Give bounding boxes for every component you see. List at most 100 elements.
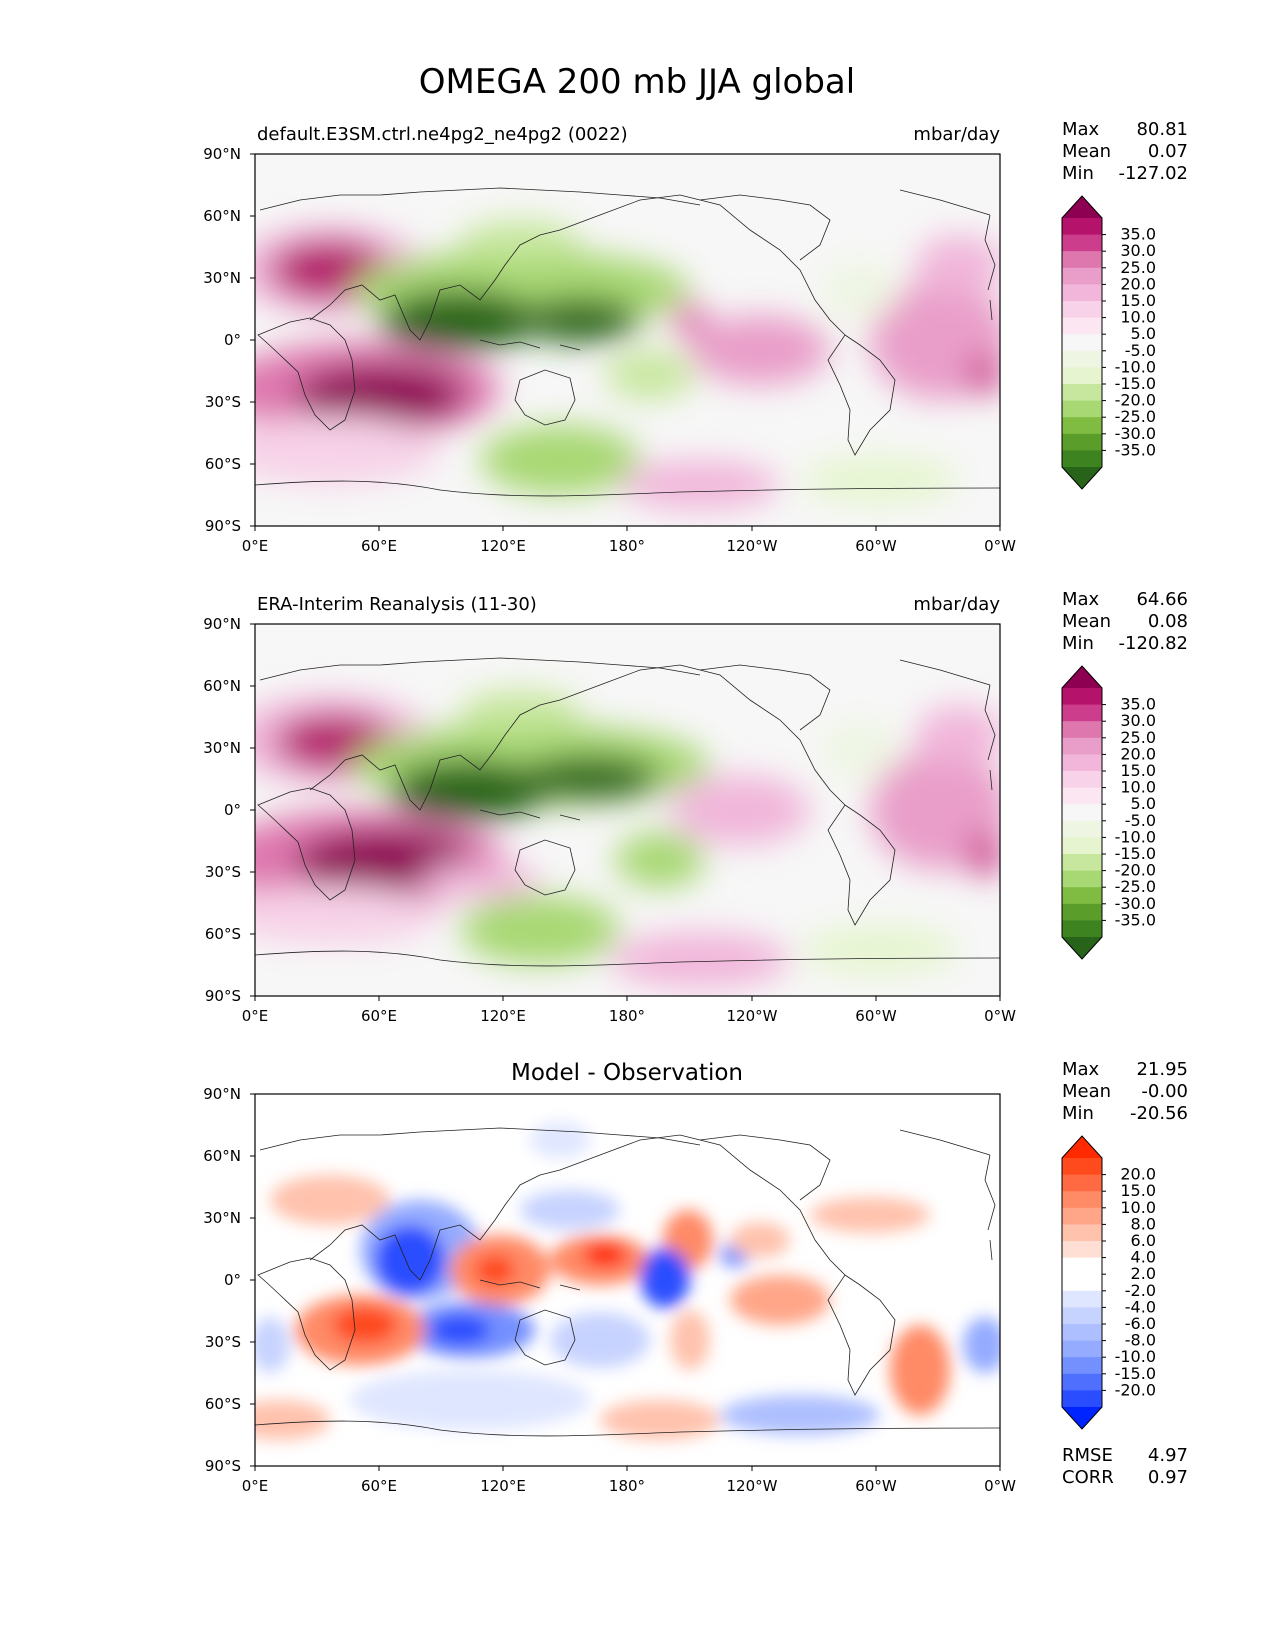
colorbar-tick-label: -15.0: [1115, 374, 1156, 393]
map-field-difference: [255, 1094, 1000, 1466]
colorbar-tick-label: -20.0: [1115, 1380, 1156, 1399]
stat-rmse-value: 4.97: [1148, 1445, 1188, 1466]
lat-axis-ticks: 90°N 60°N 30°N 0° 30°S 60°S 90°S: [203, 145, 241, 535]
panel-left-label: default.E3SM.ctrl.ne4pg2_ne4pg2 (0022): [257, 124, 628, 145]
colorbar-bin: [1062, 334, 1102, 352]
colorbar-tick-label: 5.0: [1131, 794, 1156, 813]
coastlines: [255, 187, 1000, 497]
lon-tick: 120°W: [727, 537, 778, 555]
lat-tick: 30°N: [203, 269, 241, 287]
lat-tick: 0°: [224, 1271, 241, 1289]
stat-max-label: Max: [1062, 119, 1100, 140]
colorbar-bin: [1062, 350, 1102, 368]
colorbar-tick-label: -15.0: [1115, 1364, 1156, 1383]
stat-min-label: Min: [1062, 633, 1094, 654]
panel-center-title: Model - Observation: [511, 1060, 743, 1086]
lat-tick: 60°S: [205, 455, 241, 473]
colorbar-tick-label: 10.0: [1120, 1198, 1156, 1217]
colorbar-tick-label: -6.0: [1125, 1314, 1156, 1333]
colorbar-bin: [1062, 234, 1102, 252]
colorbar-bin: [1062, 1224, 1102, 1242]
lat-tick: 0°: [224, 801, 241, 819]
colorbar-tick-label: 6.0: [1131, 1231, 1156, 1250]
colorbar-tick-label: -20.0: [1115, 861, 1156, 880]
colorbar-tick-label: -8.0: [1125, 1331, 1156, 1350]
colorbar-bin: [1062, 301, 1102, 319]
lat-tick: 30°S: [205, 863, 241, 881]
colorbar: 35.030.025.020.015.010.05.0-5.0-10.0-15.…: [1061, 195, 1156, 490]
colorbar-tick-label: 15.0: [1120, 1181, 1156, 1200]
lon-tick: 60°W: [855, 1007, 897, 1025]
colorbar-bin: [1062, 1290, 1102, 1308]
lon-tick: 120°E: [480, 1007, 526, 1025]
colorbar-tick-label: 30.0: [1120, 241, 1156, 260]
colorbar-tick-label: -10.0: [1115, 1347, 1156, 1366]
stat-min-label: Min: [1062, 1103, 1094, 1124]
colorbar-tick-label: -10.0: [1115, 357, 1156, 376]
colorbar-tick-label: -35.0: [1115, 440, 1156, 459]
lon-tick: 0°E: [242, 1007, 269, 1025]
colorbar-bin: [1062, 367, 1102, 385]
colorbar-tick-label: -10.0: [1115, 827, 1156, 846]
lat-tick: 60°S: [205, 1395, 241, 1413]
lon-tick: 60°W: [855, 537, 897, 555]
colorbar-bin: [1062, 903, 1102, 921]
colorbar-extend-top: [1062, 666, 1102, 688]
lon-tick: 60°W: [855, 1477, 897, 1495]
lon-tick: 180°: [609, 537, 645, 555]
stat-max-value: 80.81: [1136, 119, 1188, 140]
colorbar-bin: [1062, 1357, 1102, 1375]
lon-tick: 60°E: [361, 1477, 397, 1495]
colorbar-bin: [1062, 804, 1102, 822]
lat-tick: 90°N: [203, 1085, 241, 1103]
stat-max-value: 21.95: [1136, 1059, 1188, 1080]
colorbar-tick-label: -4.0: [1125, 1297, 1156, 1316]
colorbar-bin: [1062, 1307, 1102, 1325]
lat-tick: 0°: [224, 331, 241, 349]
lon-tick: 0°E: [242, 537, 269, 555]
colorbar-tick-label: -5.0: [1125, 341, 1156, 360]
colorbar-tick-label: -30.0: [1115, 894, 1156, 913]
colorbar-bin: [1062, 787, 1102, 805]
lon-axis-ticks: 0°E 60°E 120°E 180° 120°W 60°W 0°W: [242, 1477, 1016, 1495]
lat-tick: 60°S: [205, 925, 241, 943]
stat-mean-label: Mean: [1062, 1081, 1111, 1102]
colorbar-bin: [1062, 870, 1102, 888]
colorbar-bin: [1062, 1373, 1102, 1391]
colorbar-tick-label: 2.0: [1131, 1264, 1156, 1283]
lon-tick: 180°: [609, 1477, 645, 1495]
lon-tick: 120°E: [480, 1477, 526, 1495]
colorbar-tick-label: -25.0: [1115, 407, 1156, 426]
panel-observation: ERA-Interim Reanalysis (11-30) mbar/day …: [203, 589, 1188, 1025]
colorbar-tick-label: 25.0: [1120, 728, 1156, 747]
colorbar-outline: [1061, 665, 1103, 960]
colorbar-bin: [1062, 1241, 1102, 1259]
colorbar-outline: [1061, 1135, 1103, 1430]
lat-tick: 30°S: [205, 1333, 241, 1351]
colorbar-tick-label: 20.0: [1120, 744, 1156, 763]
panel-units-label: mbar/day: [913, 594, 1000, 615]
colorbar-tick-label: -35.0: [1115, 910, 1156, 929]
lon-axis-ticks: 0°E 60°E 120°E 180° 120°W 60°W 0°W: [242, 537, 1016, 555]
lat-tick: 30°N: [203, 1209, 241, 1227]
colorbar-extend-top: [1062, 196, 1102, 218]
colorbar-tick-label: 4.0: [1131, 1248, 1156, 1267]
map-field-observation: [255, 624, 1000, 996]
lat-axis-ticks: 90°N 60°N 30°N 0° 30°S 60°S 90°S: [203, 1085, 241, 1475]
lon-axis-ticks: 0°E 60°E 120°E 180° 120°W 60°W 0°W: [242, 1007, 1016, 1025]
panel-model: default.E3SM.ctrl.ne4pg2_ne4pg2 (0022) m…: [203, 119, 1188, 555]
lat-tick: 90°N: [203, 615, 241, 633]
colorbar-bin: [1062, 251, 1102, 269]
colorbar-bin: [1062, 450, 1102, 468]
lat-tick: 30°N: [203, 739, 241, 757]
lon-tick: 120°W: [727, 1477, 778, 1495]
lat-tick: 90°S: [205, 517, 241, 535]
lat-tick: 60°N: [203, 677, 241, 695]
colorbar-bin: [1062, 1390, 1102, 1408]
colorbar-bin: [1062, 433, 1102, 451]
colorbar-bin: [1062, 771, 1102, 789]
lon-tick: 180°: [609, 1007, 645, 1025]
colorbar-tick-label: 20.0: [1120, 1165, 1156, 1184]
stat-min-value: -20.56: [1130, 1103, 1188, 1124]
